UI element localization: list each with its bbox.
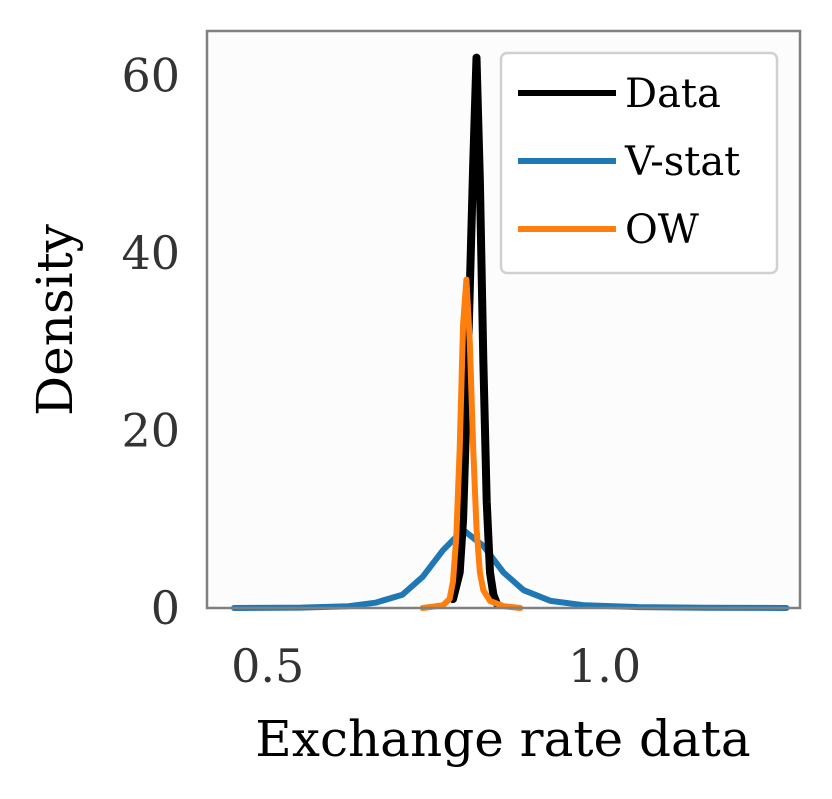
legend-entries: Data V-stat OW <box>518 71 740 253</box>
y-axis-ticks: 0 20 40 60 <box>121 48 180 635</box>
series-layer <box>231 53 790 611</box>
y-tick-label: 0 <box>151 581 180 635</box>
series-line-ow <box>419 276 524 611</box>
legend-box <box>499 51 779 275</box>
series-line-data <box>449 53 501 608</box>
y-tick-label: 20 <box>121 403 180 457</box>
x-tick-label: 0.5 <box>231 639 304 693</box>
y-axis-label: Density <box>26 223 84 416</box>
legend-label-data: Data <box>625 71 721 117</box>
x-tick-label: 1.0 <box>568 639 641 693</box>
x-axis-label: Exchange rate data <box>255 710 750 768</box>
y-tick-label: 40 <box>121 226 180 280</box>
series-line-v-stat <box>231 526 790 611</box>
x-axis-ticks: 0.5 1.0 <box>231 639 641 693</box>
legend: Data V-stat OW <box>499 51 779 275</box>
y-tick-label: 60 <box>121 48 180 102</box>
legend-label-v-stat: V-stat <box>624 139 740 185</box>
plot-frame <box>205 29 802 610</box>
legend-label-ow: OW <box>625 207 699 253</box>
